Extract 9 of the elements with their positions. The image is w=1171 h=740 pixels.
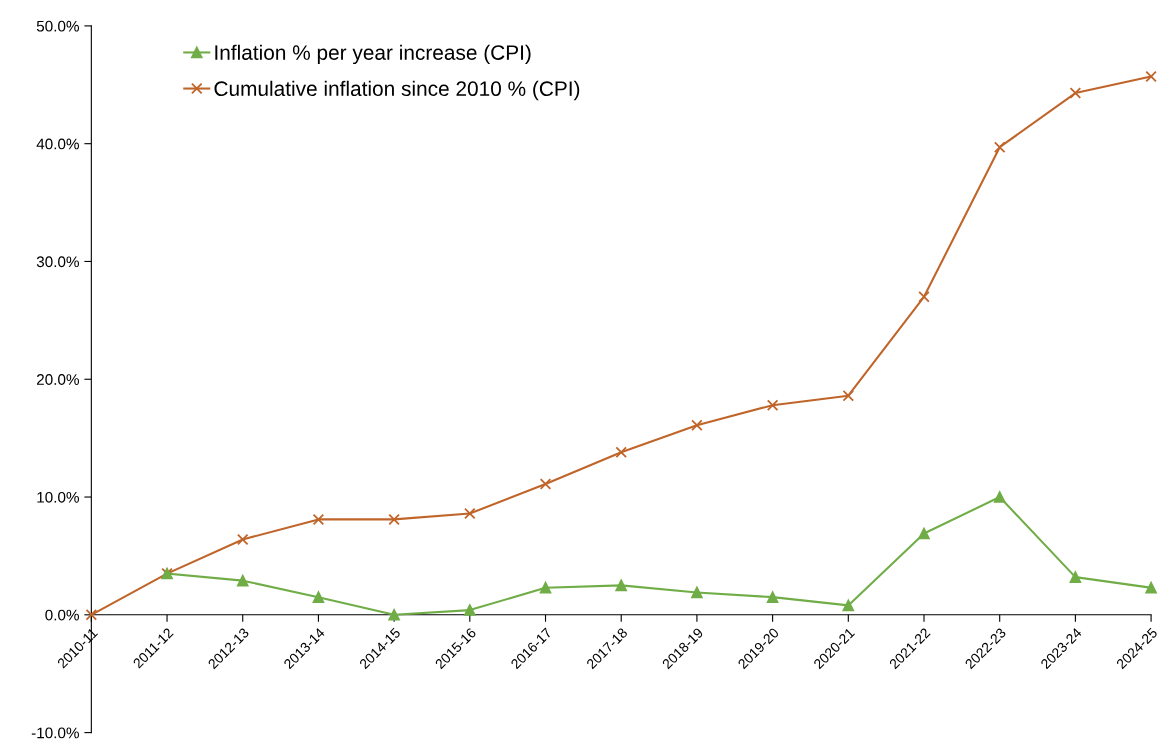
y-tick-label: 20.0% [36,374,79,385]
legend-label: Inflation % per year increase (CPI) [215,44,531,65]
y-tick-label: -10.0% [31,727,79,739]
y-tick-label: 50.0% [36,20,79,32]
y-tick-label: 0.0% [45,609,79,621]
y-tick-label: 40.0% [36,138,79,150]
y-tick-label: 10.0% [37,491,79,503]
legend-label: Cumulative inflation since 2010 % (CPI) [214,80,580,101]
y-tick-label: 30.0% [36,256,79,268]
